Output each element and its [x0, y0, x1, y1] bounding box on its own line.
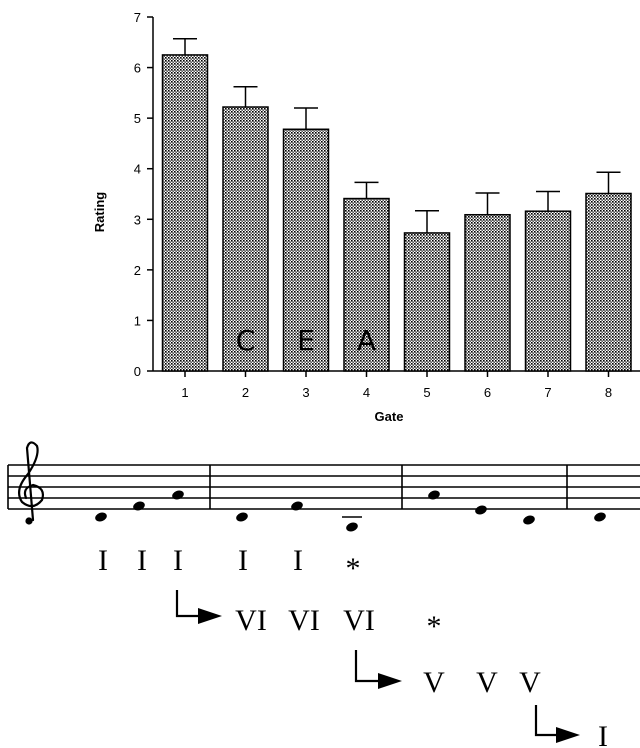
y-tick-label: 2 — [134, 263, 141, 278]
note — [475, 505, 487, 515]
y-tick-label: 6 — [134, 61, 141, 76]
pivot-arrow-icon — [354, 650, 402, 689]
note — [346, 522, 358, 532]
bar-chart: 0 1 2 3 4 5 6 7 1 2 3 4 5 6 7 8 C E A Rating Gate — [92, 10, 640, 424]
chord-label: I — [173, 544, 183, 577]
x-tick-label: 1 — [181, 385, 188, 400]
x-tick-label: 4 — [363, 385, 370, 400]
x-tick-label: 3 — [302, 385, 309, 400]
chord-label: VI — [343, 604, 375, 637]
pivot-arrow-icon — [534, 705, 580, 743]
y-ticks: 0 1 2 3 4 5 6 7 — [134, 10, 153, 379]
chord-label: VI — [235, 604, 267, 637]
note — [291, 501, 303, 511]
bar-letter: A — [357, 324, 376, 357]
note — [594, 512, 606, 522]
music-staff — [7, 441, 640, 532]
chord-label: V — [423, 666, 445, 699]
x-axis-label: Gate — [375, 409, 404, 424]
note — [523, 515, 535, 525]
chord-label: I — [598, 720, 608, 748]
chord-label: V — [519, 666, 541, 699]
x-tick-label: 2 — [242, 385, 249, 400]
x-ticks: 1 2 3 4 5 6 7 8 — [181, 371, 612, 400]
y-tick-label: 5 — [134, 111, 141, 126]
bar — [464, 213, 511, 372]
chord-label: I — [98, 544, 108, 577]
bar — [403, 232, 451, 372]
bar-letter: C — [236, 324, 256, 357]
x-tick-label: 6 — [484, 385, 491, 400]
y-tick-label: 3 — [134, 212, 141, 227]
bars — [161, 54, 632, 372]
x-tick-label: 5 — [423, 385, 430, 400]
ambiguity-marker: * — [427, 610, 442, 643]
notes — [95, 490, 606, 532]
chord-label: I — [137, 544, 147, 577]
note — [428, 490, 440, 500]
chord-label: I — [238, 544, 248, 577]
x-tick-label: 8 — [605, 385, 612, 400]
pivot-arrow-icon — [175, 590, 222, 624]
x-tick-label: 7 — [544, 385, 551, 400]
chord-label: I — [293, 544, 303, 577]
chord-label: V — [476, 666, 498, 699]
harmonic-analysis: I I I I I * VI VI VI * V V V I — [98, 544, 608, 748]
treble-clef-icon — [17, 441, 45, 525]
chord-label: VI — [288, 604, 320, 637]
bar — [524, 210, 572, 372]
staff-lines — [8, 464, 640, 510]
bar — [585, 192, 632, 372]
note — [236, 512, 248, 522]
bar — [161, 54, 209, 372]
y-tick-label: 1 — [134, 313, 141, 328]
y-tick-label: 7 — [134, 10, 141, 25]
y-tick-label: 0 — [134, 364, 141, 379]
ambiguity-marker: * — [346, 552, 361, 585]
note — [95, 512, 107, 522]
note — [172, 490, 184, 500]
note — [133, 501, 145, 511]
y-tick-label: 4 — [134, 162, 141, 177]
error-bars — [173, 37, 621, 233]
bar-letter: E — [297, 324, 315, 357]
y-axis-label: Rating — [92, 192, 107, 233]
